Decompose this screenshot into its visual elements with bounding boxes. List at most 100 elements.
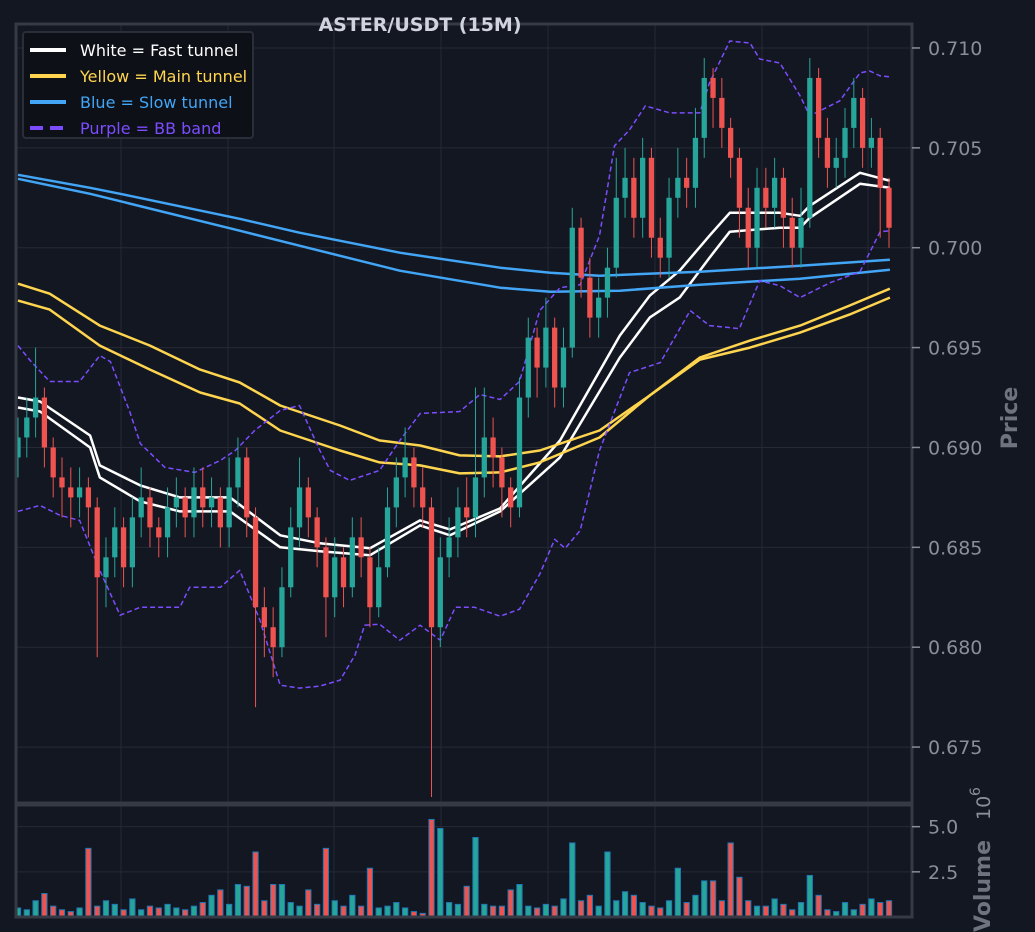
candle-body: [288, 527, 294, 588]
legend-label: Blue = Slow tunnel: [80, 92, 233, 112]
volume-bar: [586, 894, 594, 918]
volume-bar: [674, 867, 681, 918]
candle-body: [50, 447, 56, 478]
candle-body: [252, 517, 259, 608]
price-tick-label: 0.690: [928, 437, 982, 459]
volume-bar: [357, 905, 365, 918]
volume-bar: [32, 900, 39, 918]
slow-tunnel-lower-line: [17, 177, 891, 293]
candle-body: [534, 337, 540, 368]
volume-bar: [296, 905, 303, 918]
bb-lower-line: [17, 229, 891, 689]
volume-bar: [762, 905, 769, 918]
candle-body: [428, 507, 435, 628]
legend-item-slow: Blue = Slow tunnel: [30, 89, 252, 115]
volume-bar: [454, 903, 462, 918]
volume-bar: [261, 900, 268, 918]
volume-bar: [525, 905, 532, 918]
volume-bar: [278, 883, 286, 918]
legend: White = Fast tunnel Yellow = Main tunnel…: [22, 31, 254, 139]
candle-body: [886, 187, 892, 228]
volume-bar: [569, 842, 576, 918]
volume-bar: [859, 903, 866, 918]
candle-body: [402, 457, 408, 478]
candle-body: [147, 497, 153, 528]
volume-bar: [472, 837, 479, 918]
candle-body: [217, 497, 223, 528]
candle-body: [481, 437, 487, 478]
legend-label: White = Fast tunnel: [80, 40, 239, 60]
candle-body: [15, 437, 21, 458]
volume-bar: [94, 905, 101, 918]
candle-body: [868, 137, 875, 148]
volume-axis: 2.5 5.0: [912, 817, 958, 884]
candle-body: [323, 547, 329, 598]
candles: [15, 57, 892, 798]
candle-body: [701, 77, 707, 138]
volume-bar: [331, 900, 338, 918]
candle-body: [859, 97, 866, 148]
candle-body: [578, 227, 584, 278]
candle-body: [604, 267, 611, 298]
candle-body: [376, 567, 382, 608]
candle-body: [235, 457, 241, 488]
volume-bar: [349, 894, 356, 918]
volume-bar: [85, 847, 92, 918]
candle-body: [666, 197, 672, 258]
candle-body: [261, 607, 267, 628]
volume-bar: [868, 898, 875, 918]
candle-body: [358, 537, 364, 558]
volume-bar: [50, 905, 57, 918]
candle-body: [877, 137, 883, 188]
candle-body: [94, 507, 100, 578]
volume-bar: [718, 900, 725, 918]
candle-body: [437, 557, 443, 628]
legend-item-bb: Purple = BB band: [30, 115, 252, 141]
price-axis: 0.675 0.680 0.685 0.690 0.695 0.700 0.705 0.710: [912, 38, 982, 759]
candle-body: [789, 217, 795, 248]
candle-body: [393, 477, 399, 508]
volume-bar: [648, 905, 655, 918]
candle-body: [120, 527, 127, 568]
volume-bar: [736, 876, 743, 918]
candle-body: [129, 517, 136, 568]
main-tunnel-lower-line: [17, 296, 891, 475]
candle-body: [543, 327, 549, 368]
volume-bar: [340, 905, 347, 918]
candle-body: [472, 477, 479, 518]
price-tick-label: 0.675: [928, 737, 982, 759]
volume-tick-label: 2.5: [928, 862, 958, 884]
candle-body: [640, 157, 646, 218]
candle-body: [763, 187, 769, 208]
candle-body: [833, 157, 839, 168]
volume-bar: [551, 905, 558, 918]
candle-body: [552, 327, 558, 388]
candle-body: [648, 157, 655, 238]
candle-body: [76, 487, 83, 498]
volume-bar: [797, 902, 805, 918]
candle-body: [508, 487, 514, 508]
candle-body: [798, 217, 804, 248]
volume-bar: [727, 842, 734, 918]
volume-bar: [877, 902, 884, 918]
price-panel-frame: [14, 22, 914, 805]
chart-title: ASTER/USDT (15M): [318, 14, 521, 36]
volume-bar: [815, 894, 822, 918]
volume-bar: [313, 903, 321, 918]
legend-item-main: Yellow = Main tunnel: [30, 63, 252, 89]
price-tick-label: 0.710: [928, 38, 982, 60]
volume-bar: [41, 893, 48, 918]
candle-body: [842, 127, 848, 158]
indicator-lines: [17, 40, 891, 689]
candle-body: [340, 557, 347, 588]
price-tick-label: 0.695: [928, 338, 982, 360]
candle-body: [103, 557, 109, 578]
volume-bar: [199, 902, 206, 918]
volume-bar: [208, 894, 215, 918]
volume-bar: [234, 883, 242, 918]
volume-bar: [384, 905, 391, 918]
volume-bar: [146, 905, 154, 918]
candle-body: [780, 177, 787, 218]
volume-bar: [190, 905, 198, 918]
candle-body: [138, 497, 144, 518]
